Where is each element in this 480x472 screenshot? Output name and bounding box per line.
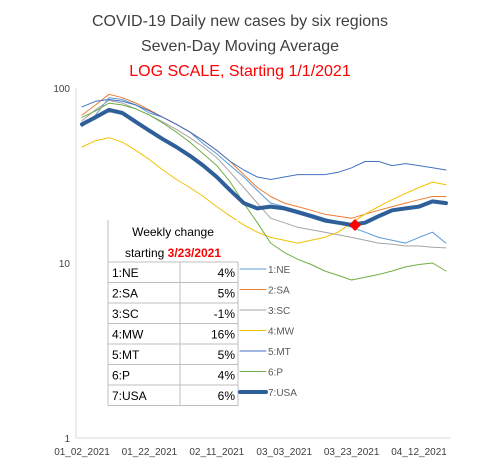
- series-line-2-sa: [81, 93, 447, 219]
- legend-label: 6:P: [268, 368, 283, 379]
- x-tick-label: 01_22_2021: [122, 447, 178, 458]
- chart-subtitle: Seven-Day Moving Average: [141, 38, 339, 55]
- table-row-value: 4%: [218, 266, 236, 280]
- x-tick-label: 02_11_2021: [189, 447, 244, 458]
- table-row-label: 1:NE: [112, 266, 139, 280]
- y-tick-label: 100: [53, 84, 70, 95]
- legend-label: 3:SC: [268, 306, 290, 317]
- table-row-label: 2:SA: [112, 287, 138, 301]
- table-row-label: 5:MT: [112, 348, 140, 362]
- y-tick-label: 1: [64, 434, 70, 445]
- x-tick-label: 01_02_2021: [54, 447, 110, 458]
- legend-label: 4:MW: [268, 327, 295, 338]
- table-row-value: 16%: [211, 328, 235, 342]
- series-line-6-p: [81, 102, 447, 281]
- table-row-label: 6:P: [112, 369, 130, 383]
- table-row-value: -1%: [214, 307, 236, 321]
- table-header-date: 3/23/2021: [168, 246, 222, 260]
- y-tick-labels: 100 10 1: [53, 84, 70, 445]
- table-row-label: 3:SC: [112, 307, 139, 321]
- x-tick-labels: 01_02_2021 01_22_2021 02_11_2021 03_03_2021…: [54, 447, 447, 458]
- x-tick-label: 03_03_2021: [256, 447, 312, 458]
- table-row-value: 6%: [218, 389, 236, 403]
- chart-scale-note: LOG SCALE, Starting 1/1/2021: [129, 63, 351, 80]
- x-tick-label: 03_23_2021: [324, 447, 380, 458]
- table-header-line2: starting 3/23/2021: [125, 246, 221, 260]
- table-row-value: 4%: [218, 369, 236, 383]
- legend: 1:NE 2:SA 3:SC 4:MW 5:MT 6:P 7:USA: [238, 265, 297, 399]
- highlight-marker-layer: [349, 218, 361, 231]
- y-tick-label: 10: [59, 259, 71, 270]
- series-line-5-mt: [81, 99, 447, 180]
- series-lines: [80, 93, 448, 281]
- legend-label: 7:USA: [268, 388, 297, 399]
- table-row-value: 5%: [218, 287, 236, 301]
- table-header-prefix: starting: [125, 246, 168, 260]
- series-line-4-mw: [81, 137, 447, 244]
- x-tick-label: 04_12_2021: [391, 447, 447, 458]
- table-background: [108, 220, 238, 406]
- table-header-line1: Weekly change: [132, 225, 214, 239]
- legend-label: 5:MT: [268, 347, 291, 358]
- series-line-7-usa: [80, 107, 448, 227]
- table-row-label: 4:MW: [112, 328, 144, 342]
- highlight-marker: [349, 218, 361, 231]
- weekly-change-table: Weekly change starting 3/23/2021 1:NE 4% 2:S…: [107, 220, 239, 406]
- table-row-label: 7:USA: [112, 389, 147, 403]
- legend-label: 2:SA: [268, 286, 290, 297]
- table-row-value: 5%: [218, 348, 236, 362]
- chart-title: COVID-19 Daily new cases by six regions: [92, 13, 388, 30]
- series-line-1-ne: [81, 97, 447, 244]
- legend-label: 1:NE: [268, 265, 291, 276]
